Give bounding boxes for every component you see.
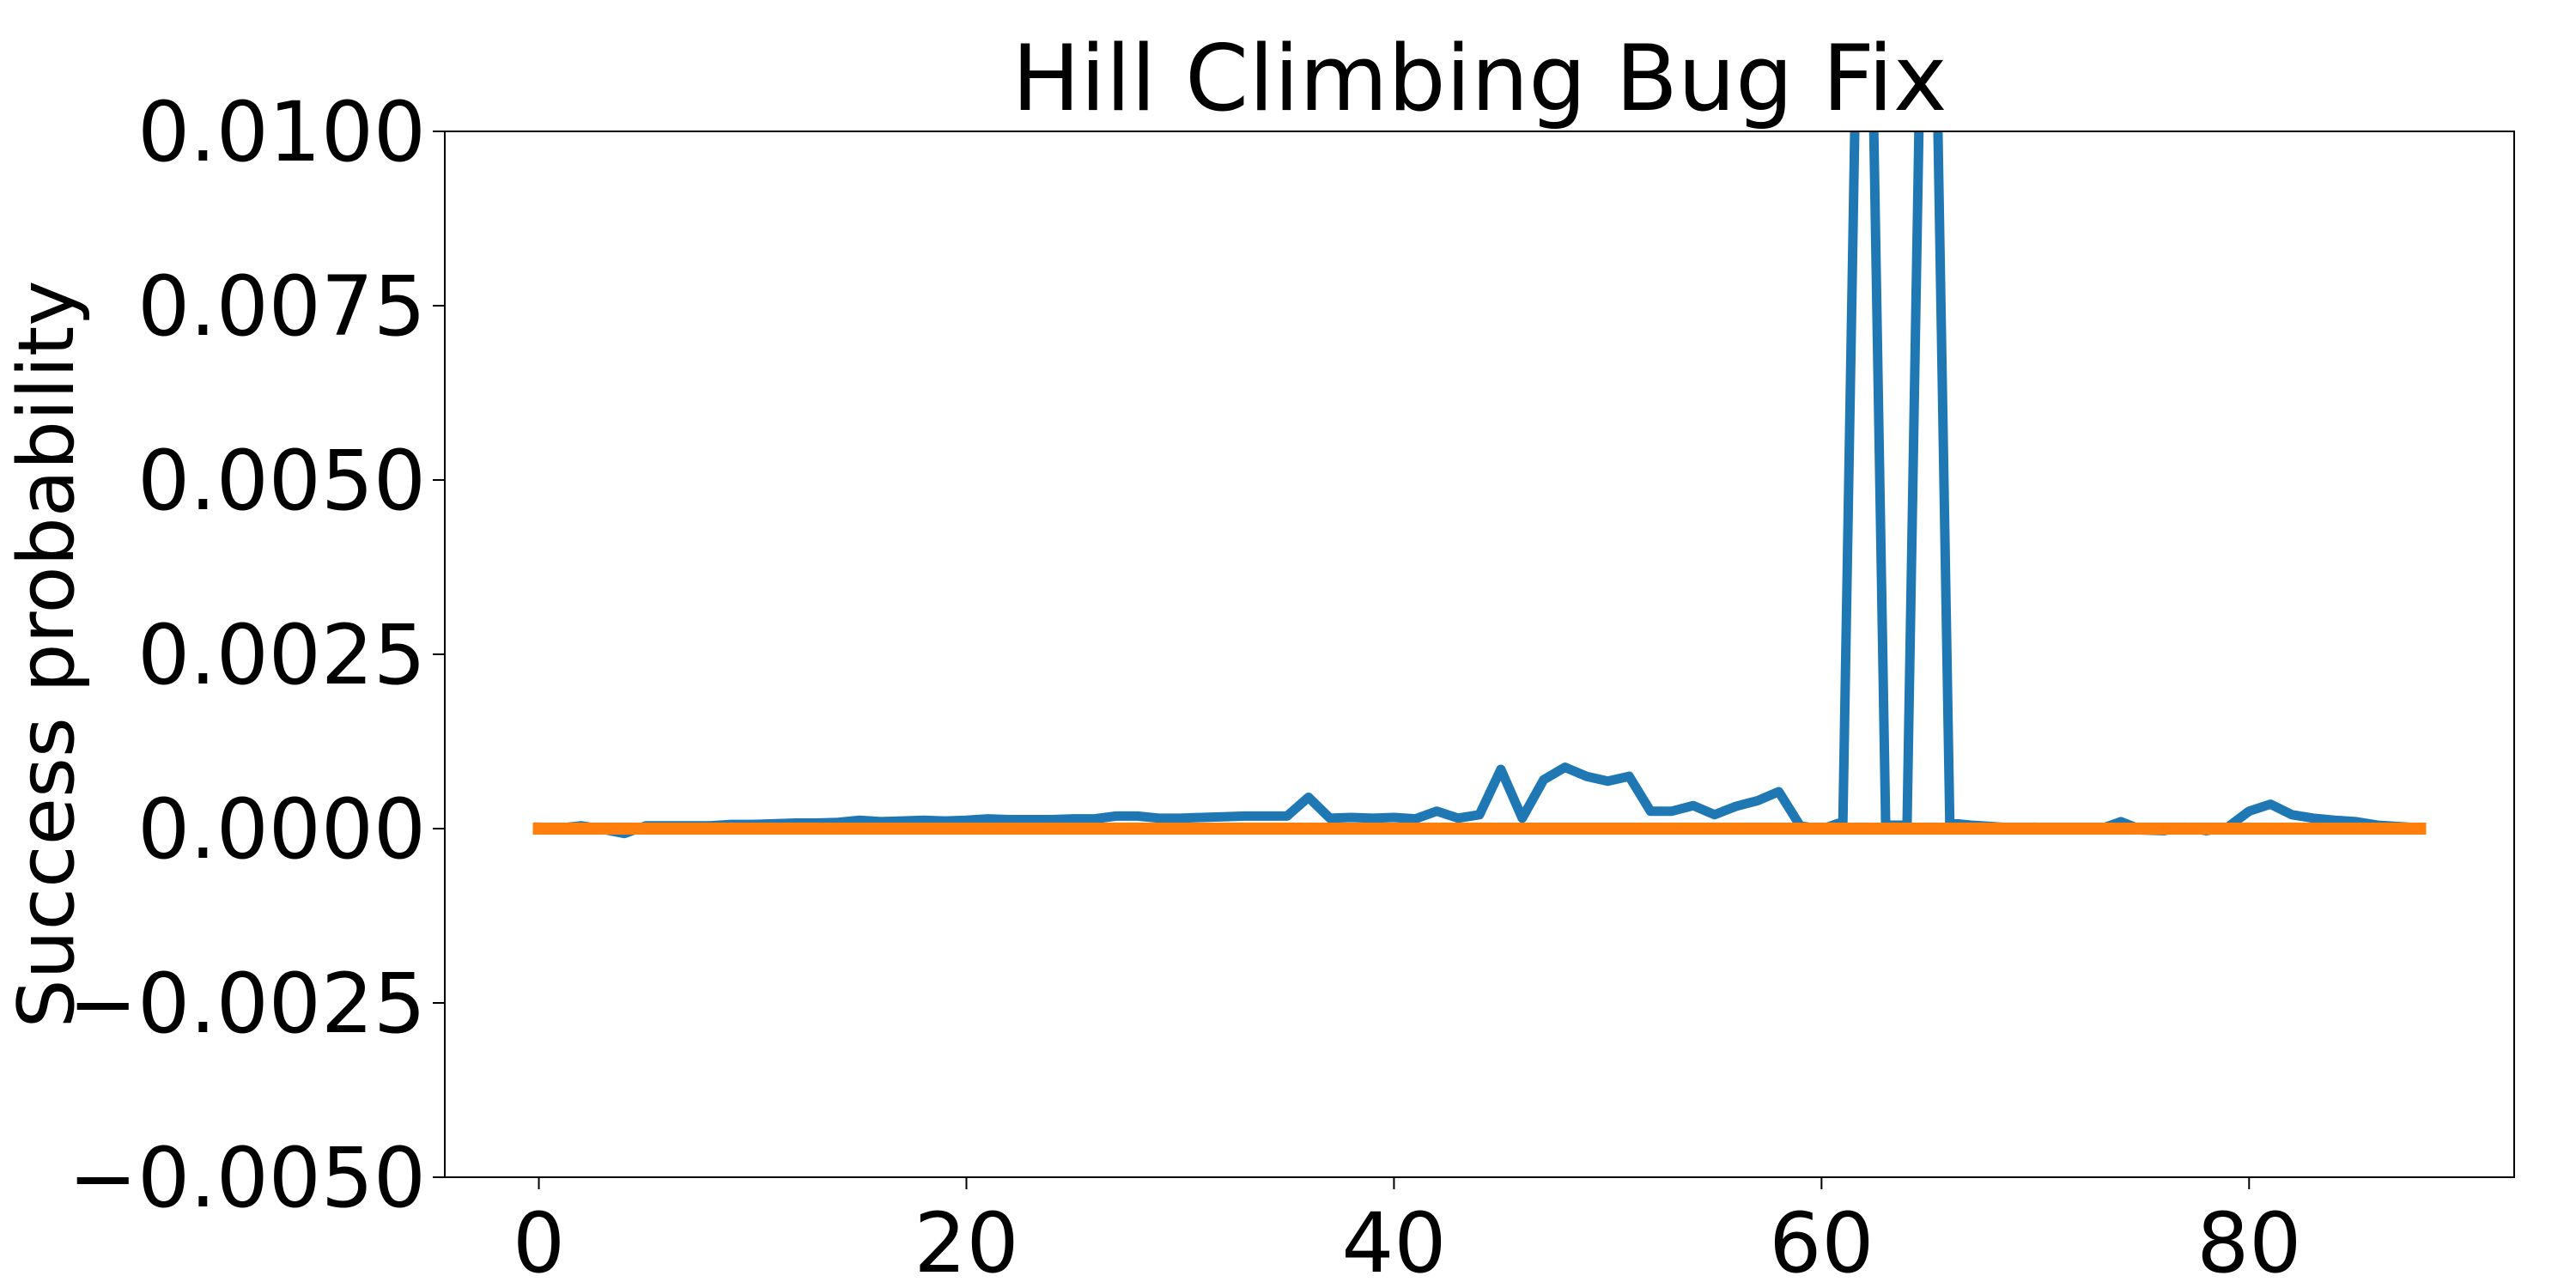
x-tick-label: 0 — [513, 1195, 565, 1288]
plot-frame — [444, 131, 2515, 1178]
series-layer — [532, 131, 2427, 839]
y-tick-label: −0.0050 — [69, 1130, 426, 1226]
x-tick-label: 20 — [914, 1195, 1018, 1288]
y-tick-label: 0.0000 — [137, 781, 426, 878]
ticks-layer: 0 20 40 60 80 −0.0050 −0.0025 0.0000 0.0025 0.005… — [69, 84, 2302, 1288]
x-tick-label: 80 — [2196, 1195, 2301, 1288]
y-tick-label: 0.0075 — [137, 258, 426, 355]
y-tick-label: 0.0050 — [137, 433, 426, 529]
y-axis-label: Success probability — [2, 280, 92, 1028]
x-tick-label: 60 — [1769, 1195, 1874, 1288]
y-tick-label: 0.0025 — [137, 607, 426, 703]
y-tick-label: 0.0100 — [137, 84, 426, 180]
chart-title: Hill Climbing Bug Fix — [1012, 26, 1947, 131]
x-tick-label: 40 — [1341, 1195, 1446, 1288]
y-tick-label: −0.0025 — [69, 956, 426, 1052]
